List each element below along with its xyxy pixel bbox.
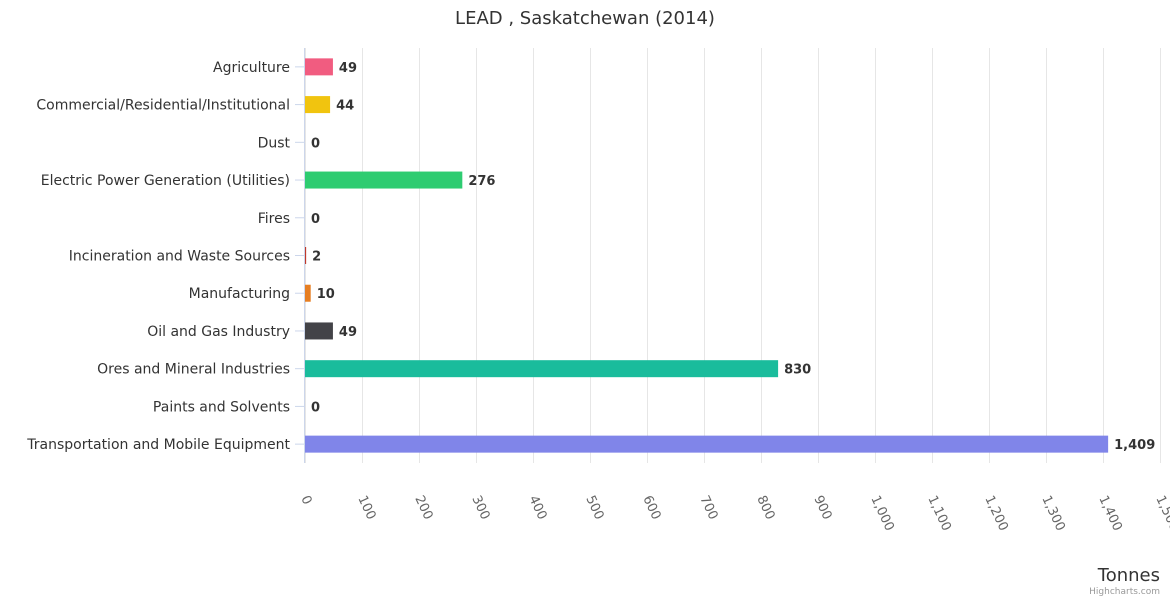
data-label: 49 — [339, 61, 357, 76]
category-label: Ores and Mineral Industries — [97, 362, 290, 378]
bar[interactable] — [305, 284, 311, 302]
category-label: Manufacturing — [189, 286, 290, 302]
data-label: 0 — [311, 136, 320, 151]
credits-link[interactable]: Highcharts.com — [1089, 587, 1160, 597]
category-label: Agriculture — [213, 60, 290, 76]
axis-title: Tonnes — [1097, 565, 1160, 586]
data-label: 10 — [317, 287, 335, 302]
bar[interactable] — [305, 247, 307, 264]
data-label: 2 — [312, 250, 321, 265]
data-label: 44 — [336, 99, 354, 114]
bar[interactable] — [305, 96, 331, 114]
category-label: Commercial/Residential/Institutional — [36, 98, 290, 114]
category-label: Paints and Solvents — [153, 399, 290, 415]
bar[interactable] — [305, 435, 1109, 453]
category-label: Electric Power Generation (Utilities) — [41, 173, 290, 189]
category-label: Incineration and Waste Sources — [69, 249, 290, 265]
category-label: Oil and Gas Industry — [147, 324, 290, 340]
bar[interactable] — [305, 58, 333, 76]
data-label: 0 — [311, 212, 320, 227]
data-label: 276 — [468, 174, 495, 189]
bar[interactable] — [305, 360, 779, 378]
category-labels: Agriculture Commercial/Residential/Instit… — [26, 60, 290, 453]
bar[interactable] — [305, 322, 333, 340]
category-label: Transportation and Mobile Equipment — [26, 437, 290, 453]
data-label: 1,409 — [1114, 438, 1155, 453]
data-label: 0 — [311, 400, 320, 415]
chart-title: LEAD , Saskatchewan (2014) — [455, 8, 715, 29]
bars: 49 44 0 276 0 2 10 49 830 0 1,409 — [305, 58, 1155, 453]
bar[interactable] — [305, 171, 463, 189]
category-label: Fires — [258, 211, 290, 227]
data-label: 830 — [784, 363, 811, 378]
gridlines — [295, 48, 1161, 463]
category-label: Dust — [258, 135, 291, 151]
data-label: 49 — [339, 325, 357, 340]
